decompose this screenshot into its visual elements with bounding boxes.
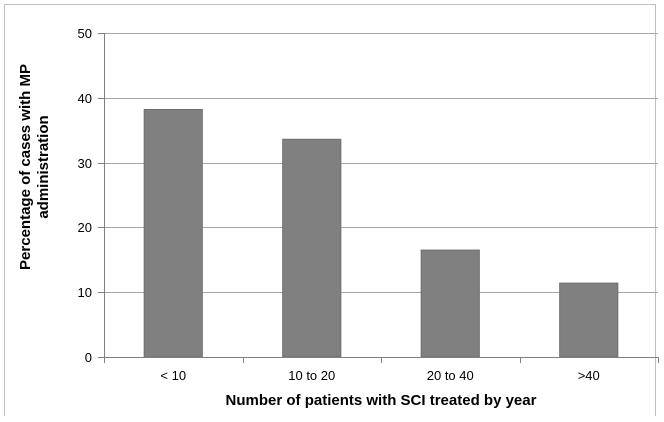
x-tick-label: 10 to 20 xyxy=(288,368,335,383)
y-tick-labels: 0 10 20 30 40 50 xyxy=(78,26,92,365)
y-tick-label: 40 xyxy=(78,91,92,106)
bar-1 xyxy=(282,138,342,358)
y-tick-label: 50 xyxy=(78,26,92,41)
bar-0 xyxy=(143,108,203,358)
y-tick-label: 30 xyxy=(78,156,92,171)
y-axis-title-line-2: administration xyxy=(35,115,52,218)
x-tick-labels: < 10 10 to 20 20 to 40 >40 xyxy=(160,368,599,383)
x-tick-label: >40 xyxy=(578,368,600,383)
bars xyxy=(143,108,619,358)
axes xyxy=(98,33,659,363)
x-tick-label: < 10 xyxy=(160,368,186,383)
y-tick-label: 0 xyxy=(85,350,92,365)
y-axis-title-line-1: Percentage of cases with MP xyxy=(17,64,34,270)
y-tick-label: 10 xyxy=(78,285,92,300)
bar-3 xyxy=(559,282,619,358)
x-axis-title: Number of patients with SCI treated by y… xyxy=(226,392,537,409)
x-tick-label: 20 to 40 xyxy=(427,368,474,383)
chart-frame xyxy=(4,4,656,416)
y-tick-label: 20 xyxy=(78,220,92,235)
bar-2 xyxy=(420,249,480,358)
